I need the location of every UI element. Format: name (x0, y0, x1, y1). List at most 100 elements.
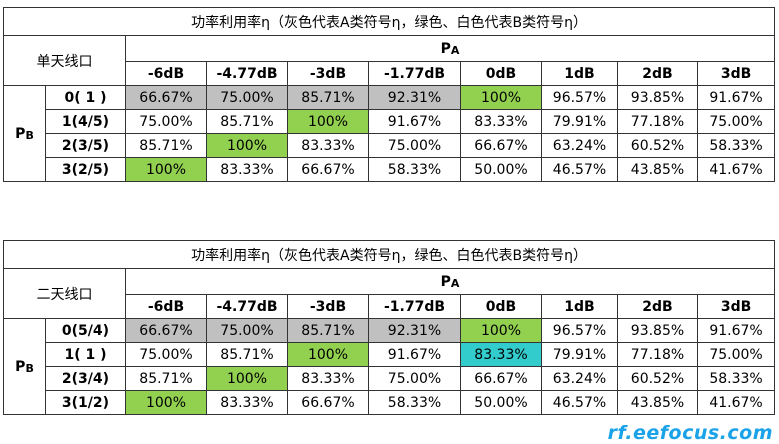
value-cell: 83.33% (460, 342, 542, 367)
value-cell: 58.33% (696, 366, 776, 391)
value-cell: 58.33% (368, 390, 461, 415)
value-cell: 83.33% (287, 133, 369, 158)
power-utilization-table-dual-antenna: 功率利用率η（灰色代表A类符号η，绿色、白色代表B类符号η） 二天线口 PA -… (2, 240, 776, 415)
pa-subscript: A (450, 43, 460, 57)
value-cell: 66.67% (125, 85, 207, 110)
pa-symbol: P (440, 273, 451, 290)
value-cell: 100% (287, 342, 369, 367)
value-cell: 66.67% (287, 390, 369, 415)
value-cell: 75.00% (696, 342, 776, 367)
value-cell: 100% (460, 318, 542, 343)
row-label: 1( 1 ) (45, 342, 126, 367)
row-label: 0( 1 ) (45, 85, 126, 110)
value-cell: 79.91% (541, 109, 618, 134)
value-cell: 50.00% (460, 390, 542, 415)
pa-symbol: P (440, 40, 451, 57)
pa-header: PA (124, 35, 776, 62)
column-header: -6dB (125, 294, 207, 319)
table-row: 1(4/5) 75.00% 85.71% 100% 91.67% 83.33% … (4, 109, 776, 134)
value-cell: 100% (206, 366, 288, 391)
value-cell: 85.71% (125, 133, 207, 158)
value-cell: 83.33% (206, 390, 288, 415)
value-cell: 41.67% (696, 390, 776, 415)
value-cell: 60.52% (617, 366, 698, 391)
value-cell: 75.00% (125, 342, 207, 367)
value-cell: 75.00% (206, 85, 288, 110)
antenna-label: 二天线口 (3, 268, 126, 319)
value-cell: 50.00% (460, 157, 542, 182)
row-label: 3(1/2) (45, 390, 126, 415)
value-cell: 85.71% (287, 85, 369, 110)
value-cell: 85.71% (125, 366, 207, 391)
value-cell: 75.00% (125, 109, 207, 134)
column-header: -1.77dB (368, 294, 461, 319)
value-cell: 63.24% (541, 133, 618, 158)
pa-header: PA (124, 268, 776, 295)
value-cell: 58.33% (368, 157, 461, 182)
column-header: -4.77dB (206, 61, 288, 86)
table-row: 3(1/2) 100% 83.33% 66.67% 58.33% 50.00% … (4, 390, 776, 415)
pb-symbol: P (15, 125, 26, 142)
pb-header: PB (3, 85, 46, 182)
value-cell: 66.67% (125, 318, 207, 343)
value-cell: 75.00% (696, 109, 776, 134)
value-cell: 92.31% (368, 85, 461, 110)
value-cell: 85.71% (287, 318, 369, 343)
row-label: 0(5/4) (45, 318, 126, 343)
value-cell: 75.00% (368, 366, 461, 391)
column-header: 3dB (696, 294, 776, 319)
value-cell: 46.57% (541, 390, 618, 415)
column-header: 1dB (541, 294, 618, 319)
value-cell: 83.33% (460, 109, 542, 134)
value-cell: 66.67% (460, 133, 542, 158)
table-row: 2(3/4) 85.71% 100% 83.33% 75.00% 66.67% … (4, 366, 776, 391)
pb-subscript: B (25, 361, 34, 375)
column-header: 2dB (617, 294, 698, 319)
column-header: 1dB (541, 61, 618, 86)
value-cell: 93.85% (617, 318, 698, 343)
value-cell: 85.71% (206, 342, 288, 367)
value-cell: 77.18% (617, 109, 698, 134)
value-cell: 46.57% (541, 157, 618, 182)
value-cell: 43.85% (617, 157, 698, 182)
row-label: 1(4/5) (45, 109, 126, 134)
value-cell: 100% (287, 109, 369, 134)
row-label: 3(2/5) (45, 157, 126, 182)
value-cell: 100% (125, 390, 207, 415)
column-header: -3dB (287, 61, 369, 86)
value-cell: 58.33% (696, 133, 776, 158)
value-cell: 96.57% (541, 318, 618, 343)
table-row: PB 0(5/4) 66.67% 75.00% 85.71% 92.31% 10… (3, 318, 776, 415)
value-cell: 85.71% (206, 109, 288, 134)
pb-subscript: B (25, 128, 34, 142)
value-cell: 79.91% (541, 342, 618, 367)
value-cell: 93.85% (617, 85, 698, 110)
antenna-label: 单天线口 (3, 35, 126, 86)
value-cell: 60.52% (617, 133, 698, 158)
value-cell: 92.31% (368, 318, 461, 343)
table-row: 3(2/5) 100% 83.33% 66.67% 58.33% 50.00% … (4, 157, 776, 182)
column-header: -3dB (287, 294, 369, 319)
table-row: PB 0( 1 ) 66.67% 75.00% 85.71% 92.31% 10… (3, 85, 776, 182)
row-label: 2(3/4) (45, 366, 126, 391)
pb-symbol: P (15, 358, 26, 375)
value-cell: 43.85% (617, 390, 698, 415)
pa-subscript: A (450, 276, 460, 290)
table-title: 功率利用率η（灰色代表A类符号η，绿色、白色代表B类符号η） (2, 7, 776, 36)
column-header: -4.77dB (206, 294, 288, 319)
value-cell: 63.24% (541, 366, 618, 391)
value-cell: 66.67% (287, 157, 369, 182)
value-cell: 91.67% (368, 109, 461, 134)
power-utilization-table-single-antenna: 功率利用率η（灰色代表A类符号η，绿色、白色代表B类符号η） 单天线口 PA -… (2, 7, 776, 182)
site-watermark: rf.eefocus.com (607, 422, 773, 444)
value-cell: 96.57% (541, 85, 618, 110)
row-label: 2(3/5) (45, 133, 126, 158)
table-row: 1( 1 ) 75.00% 85.71% 100% 91.67% 83.33% … (4, 342, 776, 367)
value-cell: 100% (206, 133, 288, 158)
value-cell: 66.67% (460, 366, 542, 391)
column-header: -6dB (125, 61, 207, 86)
value-cell: 100% (460, 85, 542, 110)
column-header: 2dB (617, 61, 698, 86)
value-cell: 100% (125, 157, 207, 182)
column-header: -1.77dB (368, 61, 461, 86)
